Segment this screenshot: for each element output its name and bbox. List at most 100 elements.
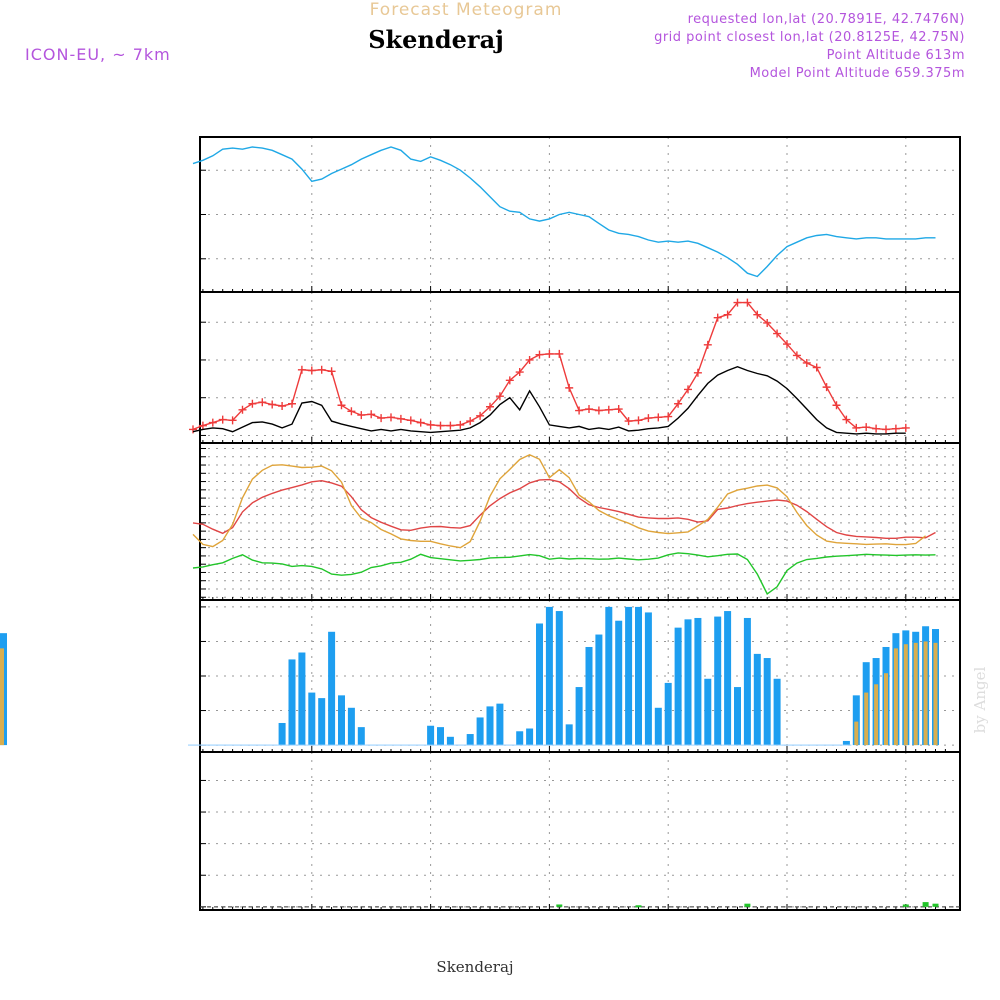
sfc-series bbox=[192, 454, 927, 549]
low_cloud-bar bbox=[933, 642, 938, 746]
gust-point bbox=[436, 421, 445, 430]
gust-point bbox=[426, 420, 435, 429]
total_cloud-bar bbox=[288, 659, 296, 746]
gust-point bbox=[505, 376, 514, 385]
total_cloud-bar bbox=[536, 623, 543, 746]
gust-point bbox=[792, 351, 801, 360]
total_cloud-bar bbox=[496, 703, 504, 746]
gust-point bbox=[218, 415, 227, 424]
total_cloud-bar bbox=[743, 617, 751, 746]
gust-point bbox=[278, 402, 287, 411]
requested-location: requested lon,lat (20.7891E, 42.7476N) bbox=[688, 12, 965, 27]
gust-point bbox=[555, 349, 564, 358]
gust-point bbox=[832, 401, 841, 410]
temp2m-series bbox=[192, 478, 936, 539]
total_cloud-bar bbox=[516, 731, 524, 746]
rain-bar bbox=[902, 904, 909, 907]
rain-bar bbox=[556, 904, 563, 907]
grid-point-location: grid point closest lon,lat (20.8125E, 42… bbox=[654, 30, 965, 45]
gust-point bbox=[891, 424, 900, 433]
gust-point bbox=[783, 340, 791, 349]
total_cloud-bar bbox=[437, 727, 444, 746]
total_cloud-bar bbox=[734, 687, 741, 746]
gust-point bbox=[238, 405, 247, 414]
gust-point bbox=[753, 310, 762, 319]
total_cloud-bar bbox=[644, 612, 652, 746]
gust-point bbox=[288, 399, 296, 408]
footer-location: Skenderaj bbox=[436, 958, 513, 976]
rain-bar bbox=[932, 903, 939, 907]
gust-point bbox=[872, 424, 881, 433]
total_cloud-bar bbox=[338, 695, 345, 746]
total_cloud-bar bbox=[694, 617, 702, 746]
gust-point bbox=[525, 355, 534, 364]
gust-point bbox=[693, 368, 702, 377]
gust-point bbox=[416, 418, 425, 427]
gust-point bbox=[842, 415, 851, 424]
total_cloud-bar bbox=[842, 740, 850, 746]
gust-point bbox=[713, 313, 722, 322]
chart-panels bbox=[0, 136, 961, 911]
total_cloud-bar bbox=[625, 606, 633, 746]
gust-series bbox=[189, 298, 910, 434]
total_cloud-bar bbox=[347, 707, 355, 746]
app-title: Forecast Meteogram bbox=[370, 0, 563, 20]
gust-point bbox=[901, 423, 910, 432]
sfc-line bbox=[192, 454, 927, 549]
gust-point bbox=[189, 425, 197, 434]
gust-point bbox=[466, 417, 475, 426]
total_cloud-bar bbox=[724, 611, 732, 746]
low_cloud-bar bbox=[864, 692, 869, 746]
total_cloud-bar bbox=[575, 687, 583, 746]
gust-point bbox=[367, 410, 376, 419]
gust-point bbox=[307, 366, 316, 375]
total_cloud-bar bbox=[565, 724, 573, 746]
gust-point bbox=[297, 365, 306, 374]
gust-point bbox=[882, 425, 890, 434]
model-point-altitude: Model Point Altitude 659.375m bbox=[750, 66, 965, 81]
total_cloud-bar bbox=[278, 722, 286, 746]
gust-point bbox=[396, 414, 405, 423]
total_cloud-bar bbox=[476, 717, 484, 746]
gust-point bbox=[377, 414, 386, 423]
gust-point bbox=[248, 399, 257, 408]
total_cloud-bar bbox=[674, 627, 682, 746]
panel-frame bbox=[199, 751, 961, 911]
gust-point bbox=[634, 416, 643, 425]
panel-precip bbox=[199, 751, 961, 911]
total_cloud-bar bbox=[753, 653, 761, 746]
gust-point bbox=[654, 413, 663, 422]
panel-temperature bbox=[199, 442, 961, 601]
wind-series bbox=[192, 365, 906, 435]
total_cloud-bar bbox=[773, 678, 781, 746]
rain-bar bbox=[922, 902, 929, 907]
total_cloud-bar bbox=[357, 727, 365, 746]
gust-point bbox=[674, 399, 683, 408]
wind-line bbox=[192, 365, 906, 435]
gust-point bbox=[604, 405, 613, 414]
low_cloud-bar bbox=[0, 648, 4, 746]
total_cloud-bar bbox=[328, 631, 336, 746]
gust-point bbox=[545, 349, 554, 358]
total_cloud-bar bbox=[714, 616, 722, 746]
total_cloud-bar bbox=[298, 652, 306, 746]
rain-bar bbox=[635, 905, 642, 908]
gust-point bbox=[733, 298, 742, 307]
total_cloud-bar bbox=[446, 736, 454, 746]
gust-point bbox=[327, 367, 336, 376]
gust-point bbox=[763, 318, 772, 327]
gust-point bbox=[852, 423, 861, 432]
total_cloud-bar bbox=[684, 619, 692, 746]
total_cloud-bar bbox=[555, 611, 563, 746]
total_cloud-bar bbox=[654, 707, 662, 746]
model-name: ICON-EU, ~ 7km bbox=[25, 45, 171, 64]
total_cloud-bar bbox=[852, 695, 860, 746]
total_cloud-bar bbox=[318, 698, 326, 746]
gust-point bbox=[208, 418, 217, 427]
total_cloud-bar bbox=[486, 706, 494, 746]
gust-point bbox=[565, 383, 574, 392]
cloud-bars bbox=[0, 606, 939, 746]
gust-point bbox=[802, 358, 811, 367]
total_cloud-bar bbox=[427, 725, 435, 746]
total_cloud-bar bbox=[526, 728, 534, 746]
